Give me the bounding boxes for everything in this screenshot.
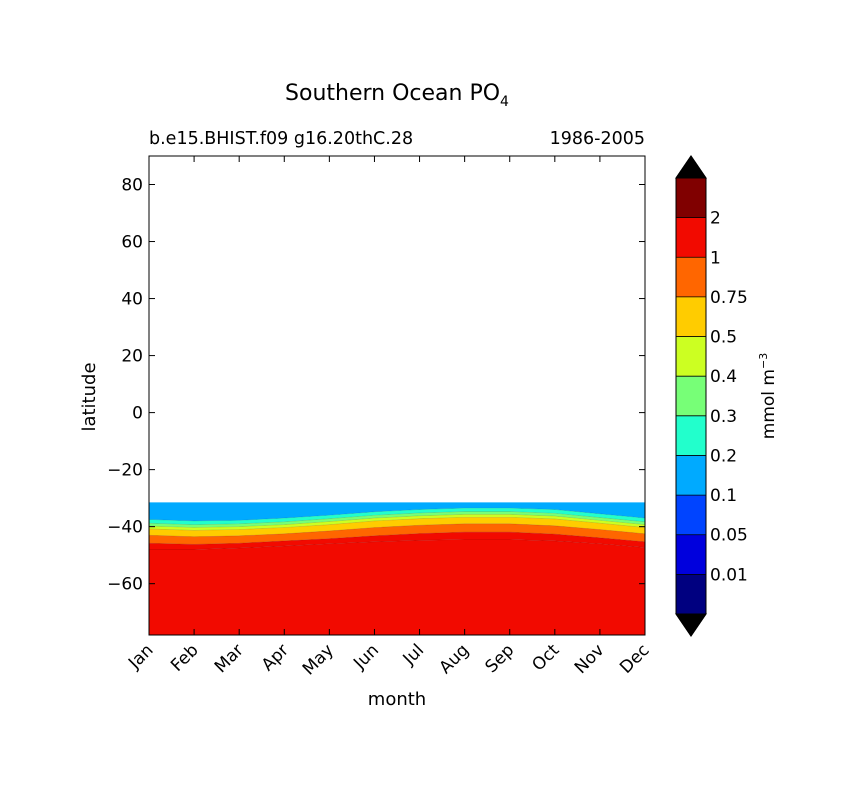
contour-line-1 (148, 531, 646, 545)
contour-band-0.2-0.3 (149, 508, 645, 525)
contour-line-2 (149, 539, 646, 550)
colorbar-segment (676, 495, 706, 535)
contour-band-0.4-0.5 (149, 514, 645, 531)
y-tick-label: −60 (107, 575, 143, 595)
colorbar-segment (676, 574, 706, 614)
colorbar-segment (676, 296, 706, 337)
y-tick-label: 80 (121, 176, 143, 196)
colorbar-tick-label: 2 (710, 209, 721, 229)
y-tick-label: 0 (132, 404, 143, 424)
colorbar-tick-label: 0.5 (710, 328, 737, 348)
subtitle-case: b.e15.BHIST.f09 g16.20thC.28 (149, 129, 413, 149)
y-tick-label: 20 (121, 347, 143, 367)
colorbar-frame (675, 155, 707, 637)
y-axis-label: latitude (79, 362, 100, 431)
colorbar-segment (676, 217, 706, 258)
contour-band-1-2-south (149, 539, 645, 635)
y-tick-label: −20 (107, 461, 143, 481)
colorbar-tick-label: 0.75 (710, 288, 748, 308)
y-tick-label: −40 (107, 518, 143, 538)
y-tick-label: 40 (121, 290, 143, 310)
contour-band-1-2 (149, 532, 645, 550)
plot-frame (148, 155, 646, 636)
contour-line-0.4 (148, 514, 646, 528)
colorbar-tick-label: 0.1 (710, 486, 737, 506)
colorbar-segment (676, 178, 706, 218)
colorbar-segment (676, 376, 706, 416)
contour-fills (148, 502, 646, 635)
colorbar-tick-label: 1 (710, 248, 721, 268)
colorbar-tick-label: 0.05 (710, 526, 748, 546)
colorbar-segment (676, 257, 706, 297)
subtitle-years: 1986-2005 (550, 129, 645, 149)
colorbar: 0.01 0.05 0.1 0.2 0.3 0.4 0.5 0.75 1 2 (675, 155, 748, 637)
contour-line-0.2 (148, 507, 646, 522)
colorbar-tick-label: 0.4 (710, 367, 737, 387)
contour-line-0.5 (148, 516, 646, 531)
colorbar-tick-label: 0.2 (710, 446, 737, 466)
contour-band-0.75-1 (149, 523, 645, 545)
colorbar-tick-label: 0.3 (710, 407, 737, 427)
colorbar-segment (676, 336, 706, 377)
contour-band-0.3-0.4 (149, 511, 645, 528)
colorbar-segment (676, 455, 706, 496)
colorbar-segment (676, 415, 706, 456)
y-tick-label: 60 (121, 233, 143, 253)
contour-band-0.5-0.75 (149, 517, 645, 537)
contour-line-0.75 (148, 523, 646, 537)
colorbar-label: mmol m−3 (757, 353, 779, 439)
colorbar-segment (676, 534, 706, 575)
colorbar-tick-label: 0.01 (710, 565, 748, 585)
contour-band-0.1-0.2 (149, 502, 645, 521)
chart-title: Southern Ocean PO4 (285, 81, 509, 110)
x-axis-label: month (368, 689, 426, 710)
contour-line-0.3 (148, 511, 646, 525)
y-axis: −60 −40 −20 0 20 40 60 80 (107, 176, 645, 595)
